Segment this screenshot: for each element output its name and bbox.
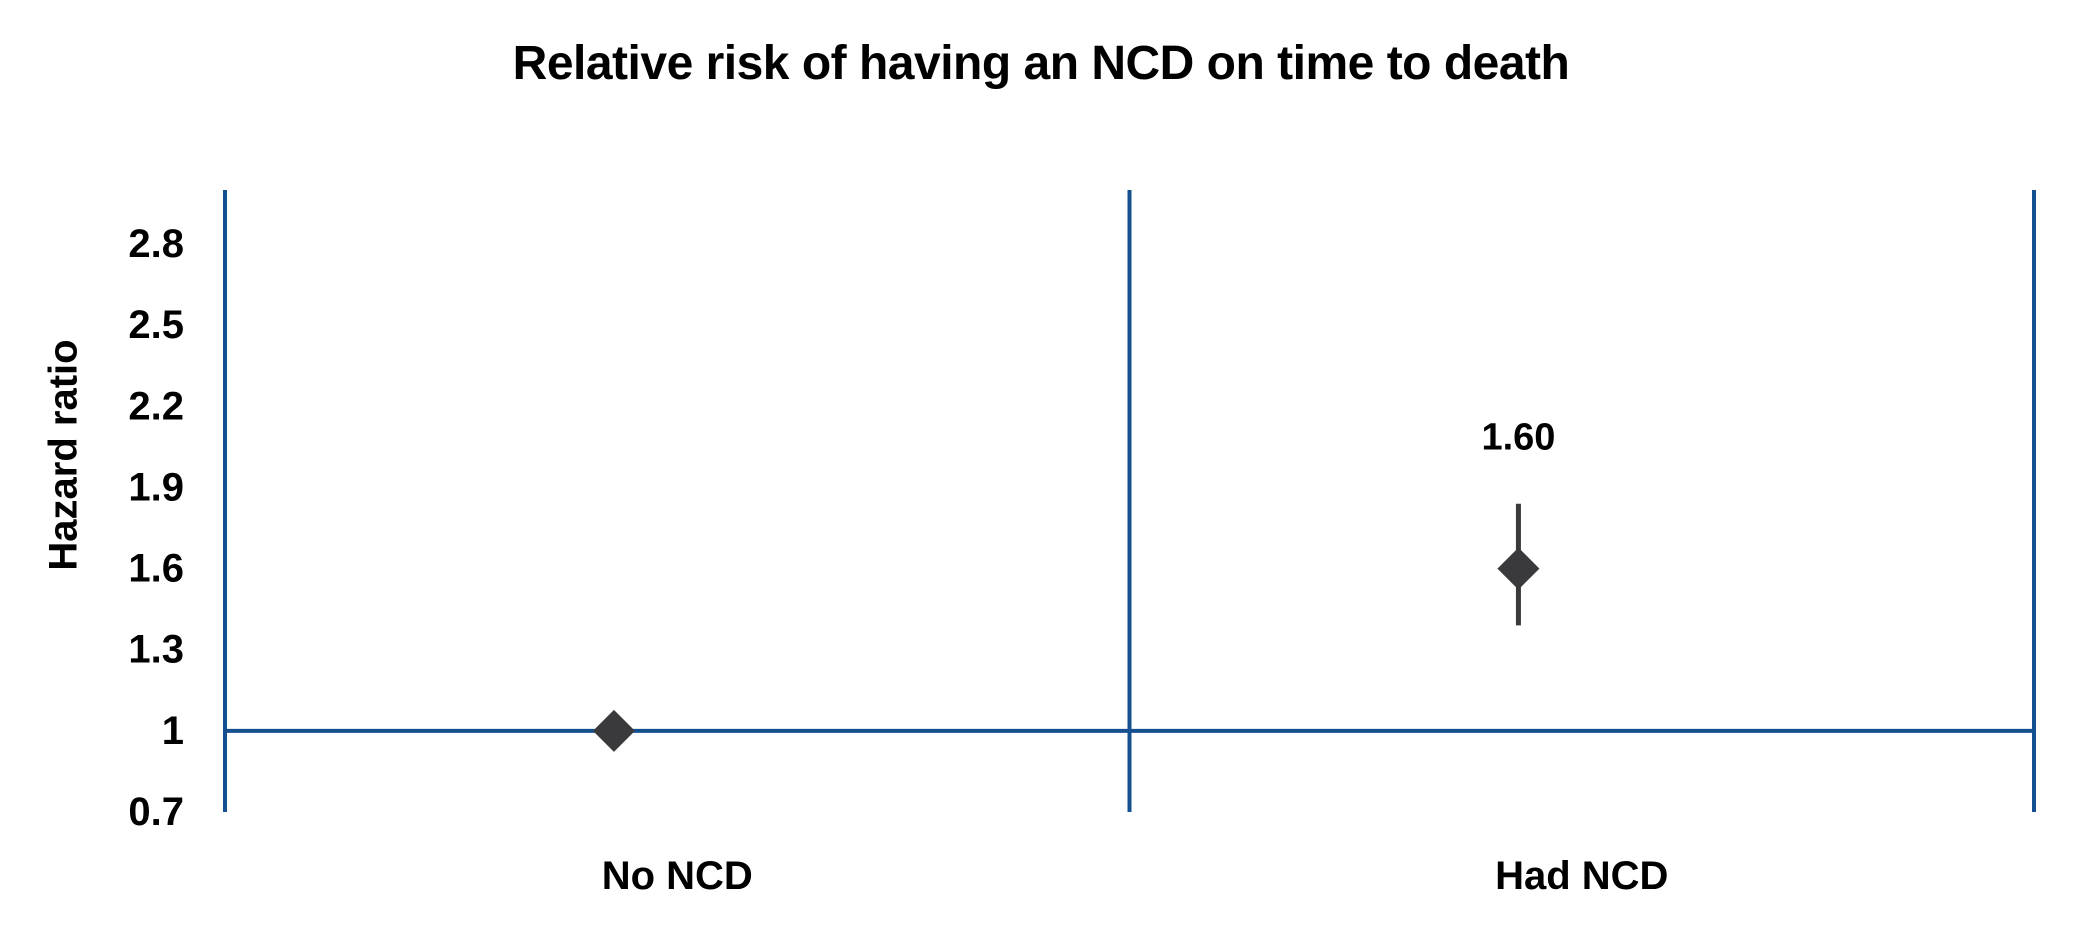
y-tick-label: 1.9 bbox=[128, 465, 184, 509]
x-category-label: No NCD bbox=[602, 854, 753, 898]
data-point-label: 1.60 bbox=[1481, 417, 1555, 459]
y-tick-label: 2.8 bbox=[128, 222, 184, 266]
y-tick-label: 1.6 bbox=[128, 547, 184, 591]
data-point-diamond bbox=[1497, 547, 1540, 590]
y-tick-label: 2.5 bbox=[128, 303, 184, 347]
y-tick-label: 1 bbox=[162, 709, 184, 753]
y-tick-label: 0.7 bbox=[128, 790, 184, 834]
y-tick-label: 2.2 bbox=[128, 384, 184, 428]
x-category-label: Had NCD bbox=[1495, 854, 1668, 898]
data-point-diamond bbox=[592, 709, 635, 752]
chart-title: Relative risk of having an NCD on time t… bbox=[512, 37, 1570, 90]
y-tick-label: 1.3 bbox=[128, 628, 184, 672]
